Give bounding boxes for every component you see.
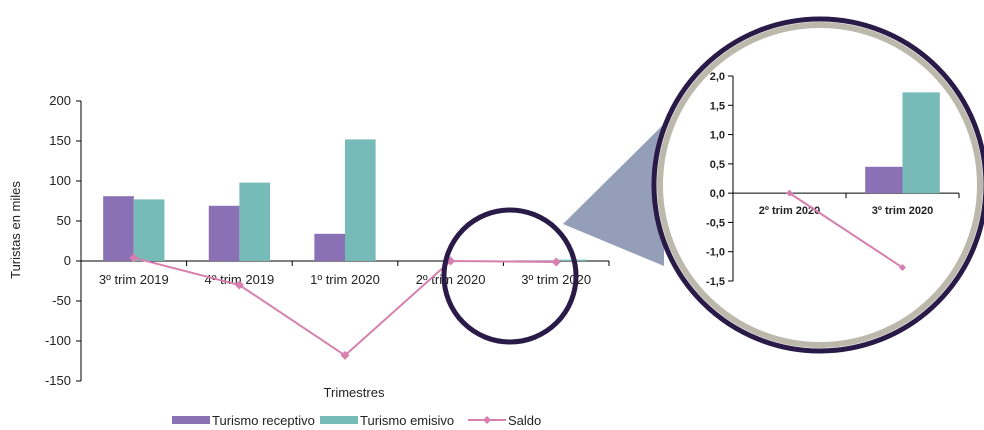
legend-swatch-emisivo: [320, 416, 358, 424]
main-y-tick-label: 200: [49, 93, 71, 108]
main-x-tick-label: 2º trim 2020: [416, 272, 486, 287]
zoom-bar-emisivo: [902, 92, 940, 194]
main-bar-emisivo: [345, 139, 376, 261]
zoom-bars: [865, 92, 940, 194]
zoom-magnifier-inner-border: [657, 22, 983, 348]
zoom-x-tick-label: 2º trim 2020: [759, 205, 821, 217]
main-saldo-marker: [340, 350, 350, 360]
main-bar-emisivo: [556, 259, 587, 261]
main-saldo-line: [129, 253, 561, 360]
zoom-x-tick-label: 3º trim 2020: [872, 205, 934, 217]
zoom-saldo-polyline: [788, 192, 904, 269]
zoom-saldo-marker: [899, 264, 906, 272]
main-bar-emisivo: [239, 182, 271, 261]
main-bars: [103, 139, 587, 261]
zoom-saldo-line: [786, 189, 906, 272]
zoom-y-tick-label: 1,0: [710, 130, 725, 142]
main-saldo-marker: [234, 280, 244, 290]
zoom-bar-receptivo: [865, 166, 903, 194]
main-y-tick-label: -100: [45, 333, 71, 348]
main-y-tick-label: 150: [49, 133, 71, 148]
legend-label-emisivo: Turismo emisivo: [360, 413, 454, 428]
main-bar-receptivo: [314, 233, 345, 261]
legend-marker-saldo: [483, 416, 491, 424]
main-bar-receptivo: [208, 205, 240, 261]
zoom-y-tick-label: 1,5: [710, 100, 725, 112]
zoom-saldo-marker: [786, 189, 793, 197]
legend-label-saldo: Saldo: [508, 413, 541, 428]
main-y-tick-label: -50: [52, 293, 71, 308]
main-saldo-marker: [551, 257, 561, 267]
main-y-tick-label: 50: [57, 213, 71, 228]
main-bar-receptivo: [103, 196, 134, 261]
zoom-y-tick-label: -1,5: [706, 276, 725, 288]
zoom-y-tick-label: 0,0: [710, 188, 725, 200]
main-x-tick-label: 1º trim 2020: [310, 272, 380, 287]
main-bar-emisivo: [133, 199, 165, 261]
legend: Turismo receptivo Turismo emisivo Saldo: [172, 413, 541, 428]
main-x-tick-label: 3º trim 2019: [99, 272, 169, 287]
main-saldo-marker: [129, 253, 139, 263]
main-y-tick-label: 0: [64, 253, 71, 268]
y-axis-title: Turistas en miles: [8, 181, 23, 279]
zoom-y-tick-label: 0,5: [710, 159, 725, 171]
zoom-y-tick-label: -1,0: [706, 247, 725, 259]
main-x-tick-label: 4º trim 2019: [205, 272, 275, 287]
main-x-tick-label: 3º trim 2020: [521, 272, 591, 287]
x-axis-title: Trimestres: [324, 385, 385, 400]
zoom-y-tick-label: -0,5: [706, 217, 725, 229]
zoom-source-circle: [441, 207, 579, 345]
legend-swatch-receptivo: [172, 416, 210, 424]
legend-label-receptivo: Turismo receptivo: [212, 413, 315, 428]
zoom-y-ticks: 2,0 1,5 1,0 0,5 0,0 -0,5 -1,0 -1,5: [706, 71, 733, 288]
zoom-magnifier-ring: [651, 16, 984, 354]
main-y-ticks: 200 150 100 50 0 -50 -100 -150: [45, 93, 81, 388]
zoom-y-tick-label: 2,0: [710, 71, 725, 83]
zoom-x-ticks: 2º trim 2020 3º trim 2020: [732, 193, 960, 217]
main-y-tick-label: -150: [45, 373, 71, 388]
zoom-connector: [563, 124, 664, 266]
main-y-tick-label: 100: [49, 173, 71, 188]
